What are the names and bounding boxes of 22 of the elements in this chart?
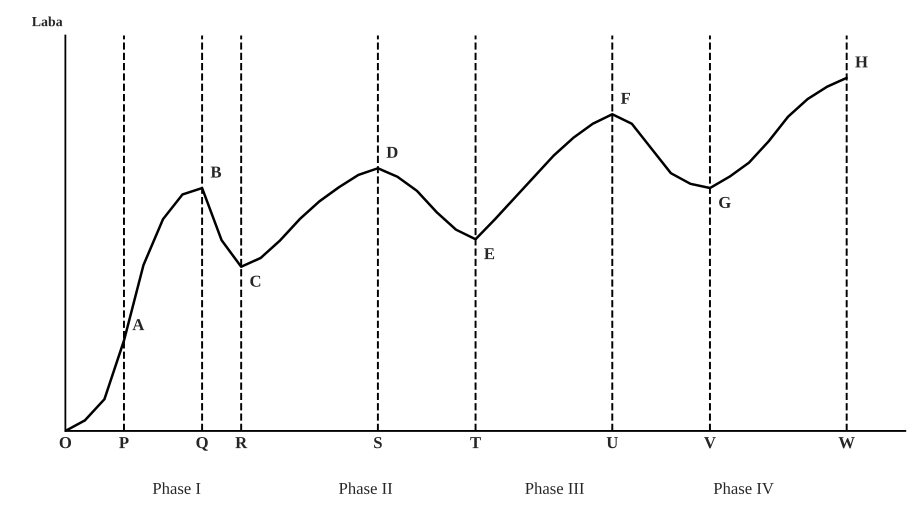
text: Phase IV: [714, 482, 774, 494]
annotation: D: [386, 146, 398, 158]
text: Phase I: [152, 482, 200, 494]
x-tick-label: T: [470, 437, 481, 448]
y-axis-title: Laba: [32, 16, 62, 26]
x-tick-label: R: [235, 437, 248, 448]
x-tick-label: W: [838, 437, 855, 448]
x-tick-label: O: [60, 437, 72, 448]
text: Phase II: [339, 482, 392, 494]
x-tick-label: P: [119, 437, 129, 448]
annotation: H: [855, 56, 868, 68]
x-tick-label: U: [606, 437, 618, 448]
annotation: C: [250, 276, 260, 287]
x-tick-label: V: [704, 437, 716, 448]
annotation: B: [210, 166, 222, 178]
annotation: F: [620, 92, 630, 104]
x-tick-label: S: [374, 437, 382, 448]
text: Phase III: [525, 482, 584, 494]
annotation: G: [719, 196, 731, 208]
x-tick-label: Q: [196, 437, 208, 451]
annotation: E: [484, 248, 494, 260]
annotation: A: [132, 319, 144, 330]
